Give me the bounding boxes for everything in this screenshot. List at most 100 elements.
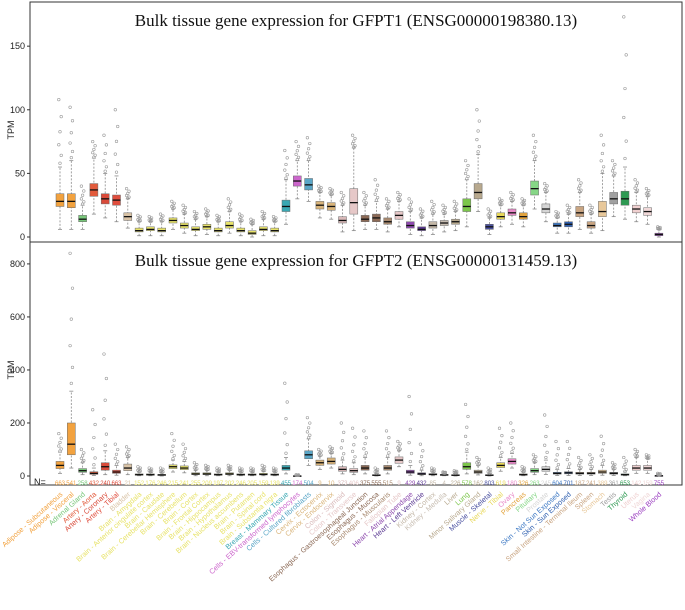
- outlier-gfpt2: [522, 466, 527, 470]
- box-gfpt1: [575, 206, 585, 217]
- outlier-gfpt2: [477, 457, 481, 462]
- sample-count: 653: [620, 481, 631, 487]
- outlier-gfpt1: [624, 53, 628, 57]
- sample-count: 202: [224, 481, 235, 487]
- outlier-gfpt1: [475, 138, 479, 142]
- outlier-gfpt2: [464, 434, 468, 438]
- outlier-gfpt1: [601, 165, 606, 169]
- outlier-gfpt2: [499, 440, 503, 444]
- outlier-gfpt1: [352, 139, 356, 143]
- outlier-gfpt1: [532, 157, 537, 161]
- sample-count: 246: [157, 481, 168, 487]
- outlier-gfpt1: [590, 205, 594, 210]
- outlier-gfpt2: [610, 461, 615, 465]
- outlier-gfpt2: [588, 453, 592, 457]
- y-axis-label-gfpt2: TPM: [6, 361, 16, 380]
- outlier-gfpt1: [192, 209, 196, 214]
- outlier-gfpt2: [555, 466, 559, 470]
- sample-count: 619: [496, 481, 507, 487]
- outlier-gfpt1: [353, 144, 357, 148]
- outlier-gfpt2: [79, 456, 83, 460]
- outlier-gfpt2: [373, 466, 377, 470]
- outlier-gfpt1: [294, 139, 298, 144]
- outlier-gfpt2: [127, 447, 131, 452]
- outlier-gfpt2: [171, 444, 175, 448]
- outlier-gfpt1: [82, 200, 86, 204]
- outlier-gfpt2: [82, 451, 86, 455]
- outlier-gfpt1: [364, 194, 368, 198]
- outlier-gfpt1: [127, 195, 131, 199]
- outlier-gfpt2: [623, 462, 627, 467]
- outlier-gfpt1: [576, 178, 581, 182]
- outlier-gfpt1: [624, 139, 628, 143]
- outlier-gfpt2: [116, 460, 120, 464]
- outlier-gfpt1: [150, 216, 154, 220]
- outlier-gfpt2: [545, 450, 549, 454]
- outlier-gfpt2: [600, 462, 605, 466]
- outlier-gfpt1: [70, 149, 75, 154]
- outlier-gfpt1: [590, 210, 594, 215]
- sample-count: 432: [417, 481, 428, 487]
- outlier-gfpt1: [170, 199, 174, 203]
- outlier-gfpt1: [443, 205, 448, 210]
- outlier-gfpt1: [307, 157, 311, 161]
- sample-count: 241: [586, 481, 597, 487]
- y-tick-label-gfpt1: 100: [10, 105, 25, 115]
- outlier-gfpt2: [543, 443, 547, 447]
- outlier-gfpt1: [104, 143, 108, 147]
- box-gfpt2: [123, 463, 133, 471]
- outlier-gfpt2: [330, 446, 335, 451]
- outlier-gfpt1: [565, 203, 569, 207]
- outlier-gfpt1: [58, 161, 62, 165]
- outlier-gfpt2: [342, 452, 346, 456]
- outlier-gfpt2: [556, 446, 561, 451]
- outlier-gfpt1: [285, 156, 289, 160]
- outlier-gfpt1: [226, 197, 230, 201]
- box-gfpt1: [462, 198, 472, 212]
- outlier-gfpt2: [126, 450, 130, 454]
- y-tick-label-gfpt2: 400: [10, 365, 25, 375]
- outlier-gfpt1: [215, 213, 219, 217]
- outlier-gfpt1: [656, 225, 660, 229]
- outlier-gfpt2: [284, 451, 288, 455]
- outlier-gfpt2: [351, 449, 355, 453]
- outlier-gfpt1: [431, 205, 435, 210]
- outlier-gfpt2: [624, 467, 628, 472]
- outlier-gfpt1: [308, 141, 312, 146]
- outlier-gfpt2: [342, 430, 346, 434]
- outlier-gfpt2: [599, 434, 603, 438]
- outlier-gfpt1: [138, 215, 142, 219]
- outlier-gfpt2: [80, 454, 85, 458]
- outlier-gfpt1: [430, 199, 434, 203]
- sample-count: 406: [349, 481, 360, 487]
- outlier-gfpt1: [623, 156, 627, 161]
- outlier-gfpt2: [339, 446, 343, 450]
- outlier-gfpt2: [114, 452, 119, 456]
- sample-count: 361: [609, 481, 620, 487]
- outlier-gfpt2: [305, 430, 310, 434]
- outlier-gfpt2: [387, 436, 391, 440]
- outlier-gfpt1: [407, 197, 411, 201]
- outlier-gfpt2: [308, 421, 312, 425]
- outlier-gfpt2: [363, 441, 367, 446]
- outlier-gfpt1: [647, 193, 651, 197]
- outlier-gfpt2: [622, 455, 626, 460]
- outlier-gfpt1: [116, 162, 120, 167]
- outlier-gfpt1: [68, 105, 72, 109]
- outlier-gfpt2: [340, 456, 345, 460]
- outlier-gfpt2: [172, 453, 176, 458]
- outlier-gfpt2: [363, 454, 367, 458]
- outlier-gfpt1: [489, 209, 493, 213]
- outlier-gfpt1: [102, 133, 106, 137]
- outlier-gfpt1: [408, 203, 412, 207]
- outlier-gfpt2: [340, 439, 345, 443]
- outlier-gfpt2: [206, 465, 210, 469]
- outlier-gfpt2: [644, 453, 649, 457]
- outlier-gfpt2: [441, 470, 445, 474]
- sample-count: 432: [89, 481, 100, 487]
- outlier-gfpt1: [181, 203, 185, 207]
- sample-count: 429: [405, 481, 416, 487]
- outlier-gfpt1: [206, 213, 210, 217]
- outlier-gfpt1: [136, 213, 140, 217]
